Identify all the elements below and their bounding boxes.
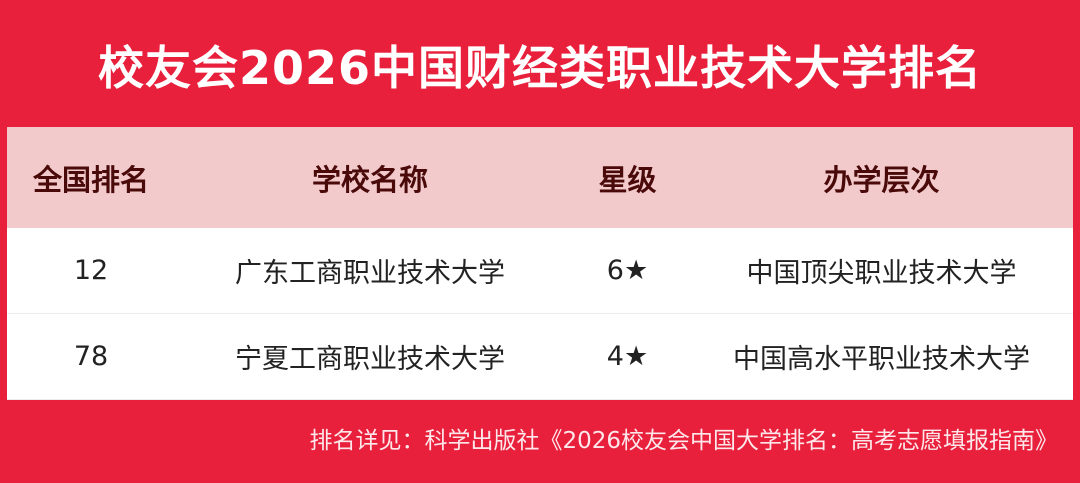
cell-school: 宁夏工商职业技术大学	[235, 344, 505, 375]
header-stars: 星级	[598, 162, 657, 197]
ranking-table: 全国排名 学校名称 星级 办学层次 12 广东工商职业技术大学 6★ 中国顶尖职…	[7, 127, 1073, 400]
cell-level: 中国顶尖职业技术大学	[746, 258, 1017, 289]
header-school: 学校名称	[311, 162, 428, 197]
cell-rank: 12	[73, 255, 109, 286]
cell-stars: 4★	[606, 341, 649, 372]
source-note: 排名详见：科学出版社《2026校友会中国大学排名：高考志愿填报指南》	[309, 428, 1058, 454]
cell-school: 广东工商职业技术大学	[235, 258, 505, 289]
table-header: 全国排名 学校名称 星级 办学层次	[7, 127, 1073, 228]
table-row: 12 广东工商职业技术大学 6★ 中国顶尖职业技术大学	[7, 228, 1073, 314]
page-title: 校友会2026中国财经类职业技术大学排名	[97, 41, 983, 95]
cell-stars: 6★	[606, 255, 649, 286]
header-level: 办学层次	[823, 162, 940, 197]
cell-level: 中国高水平职业技术大学	[733, 344, 1030, 375]
cell-rank: 78	[73, 341, 109, 372]
header-rank: 全国排名	[32, 162, 149, 197]
table-row: 78 宁夏工商职业技术大学 4★ 中国高水平职业技术大学	[7, 314, 1073, 400]
